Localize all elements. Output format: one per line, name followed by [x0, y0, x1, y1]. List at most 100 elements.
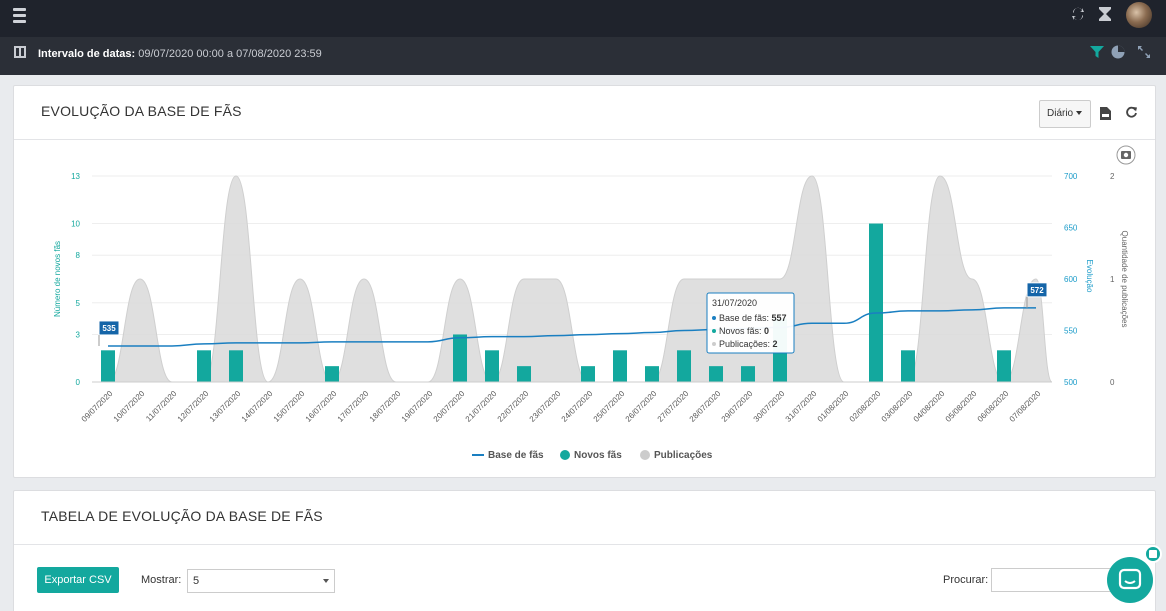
search-label: Procurar: [943, 574, 989, 586]
x-axis-tick: 25/07/2020 [592, 389, 627, 424]
x-axis-tick: 23/07/2020 [528, 389, 563, 424]
new-fans-bar [229, 350, 243, 382]
value-flag [1026, 282, 1048, 298]
new-fans-bar [197, 350, 211, 382]
x-axis-tick: 15/07/2020 [272, 389, 307, 424]
x-axis-tick: 02/08/2020 [848, 389, 883, 424]
layout-icon[interactable] [14, 46, 26, 58]
new-fans-bar [677, 350, 691, 382]
x-axis-tick: 30/07/2020 [752, 389, 787, 424]
x-axis-tick: 04/08/2020 [912, 389, 947, 424]
period-dropdown-button[interactable]: Diário [1039, 100, 1091, 128]
x-axis-tick: 14/07/2020 [240, 389, 275, 424]
refresh-icon[interactable] [1125, 106, 1138, 124]
legend-item-new-fans: Novos fãs [574, 450, 622, 461]
left-axis-tick: 3 [76, 330, 81, 339]
x-axis-tick: 16/07/2020 [304, 389, 339, 424]
chevron-down-icon [323, 579, 329, 583]
x-axis-tick: 09/07/2020 [80, 389, 115, 424]
middle-axis-tick: 550 [1064, 327, 1078, 336]
chat-launcher-button[interactable] [1107, 557, 1153, 603]
left-axis-label: Número de novos fãs [53, 241, 62, 317]
table-panel-title: TABELA DE EVOLUÇÃO DA BASE DE FÃS [41, 508, 323, 524]
hourglass-icon[interactable] [1098, 6, 1112, 28]
middle-axis-tick: 600 [1064, 275, 1078, 284]
sync-icon[interactable] [1070, 6, 1086, 28]
tooltip-dot [712, 329, 716, 333]
x-axis-tick: 12/07/2020 [176, 389, 211, 424]
left-axis-tick: 5 [76, 299, 81, 308]
camera-icon-lens [1123, 152, 1129, 158]
tooltip-box [706, 292, 795, 354]
tooltip-row: Publicações: 2 [719, 339, 778, 349]
table-panel: TABELA DE EVOLUÇÃO DA BASE DE FÃS Export… [13, 490, 1156, 611]
expand-icon[interactable] [1137, 45, 1151, 64]
x-axis-tick: 31/07/2020 [784, 389, 819, 424]
x-axis-tick: 13/07/2020 [208, 389, 243, 424]
x-axis-tick: 06/08/2020 [976, 389, 1011, 424]
legend-area-swatch [640, 450, 650, 460]
x-axis-tick: 11/07/2020 [144, 389, 179, 424]
hamburger-icon[interactable] [13, 8, 26, 24]
show-entries-select[interactable]: 5 [187, 569, 335, 593]
new-fans-bar [901, 350, 915, 382]
left-axis-tick: 10 [71, 220, 80, 229]
tooltip-row: Novos fãs: 0 [719, 326, 769, 336]
new-fans-bar [581, 366, 595, 382]
pdf-file-icon[interactable] [1100, 107, 1111, 125]
filter-icon[interactable] [1090, 45, 1104, 64]
x-axis-tick: 22/07/2020 [496, 389, 531, 424]
chart-panel-title: EVOLUÇÃO DA BASE DE FÃS [41, 103, 242, 119]
x-axis-tick: 27/07/2020 [656, 389, 691, 424]
x-axis-tick: 10/07/2020 [112, 389, 147, 424]
left-axis-tick: 8 [76, 251, 81, 260]
new-fans-bar [741, 366, 755, 382]
right-axis-tick: 1 [1110, 275, 1115, 284]
legend-bar-swatch [560, 450, 570, 460]
middle-axis-tick: 650 [1064, 224, 1078, 233]
middle-axis-tick: 700 [1064, 172, 1078, 181]
x-axis-tick: 05/08/2020 [944, 389, 979, 424]
x-axis-tick: 07/08/2020 [1008, 389, 1043, 424]
new-fans-bar [325, 366, 339, 382]
x-axis-tick: 01/08/2020 [816, 389, 851, 424]
chat-notification-icon[interactable] [1144, 545, 1162, 563]
right-axis-label: Quantidade de publicações [1120, 231, 1129, 328]
tooltip-row: Base de fãs: 557 [719, 313, 787, 323]
new-fans-bar [453, 334, 467, 382]
new-fans-bar [101, 350, 115, 382]
value-flag [98, 320, 120, 336]
x-axis-tick: 26/07/2020 [624, 389, 659, 424]
new-fans-bar [709, 366, 723, 382]
value-flag-label: 572 [1030, 286, 1044, 295]
date-range-value: 09/07/2020 00:00 a 07/08/2020 23:59 [138, 48, 322, 60]
pie-chart-icon[interactable] [1111, 45, 1125, 64]
middle-axis-tick: 500 [1064, 378, 1078, 387]
x-axis-tick: 28/07/2020 [688, 389, 723, 424]
x-axis-tick: 20/07/2020 [432, 389, 467, 424]
chart-panel-divider [14, 139, 1155, 140]
value-flag-label: 535 [102, 324, 116, 333]
date-range: Intervalo de datas: 09/07/2020 00:00 a 0… [38, 48, 322, 60]
new-fans-bar [485, 350, 499, 382]
top-navbar [0, 0, 1166, 37]
x-axis-tick: 03/08/2020 [880, 389, 915, 424]
caret-down-icon [1076, 111, 1083, 116]
tooltip-dot [712, 342, 716, 346]
export-csv-button[interactable]: Exportar CSV [37, 567, 119, 593]
left-axis-tick: 13 [71, 172, 80, 181]
filter-bar [0, 37, 1166, 75]
new-fans-bar [517, 366, 531, 382]
new-fans-bar [645, 366, 659, 382]
show-entries-value: 5 [193, 575, 200, 587]
publications-area [92, 175, 1053, 383]
user-avatar[interactable] [1126, 2, 1152, 28]
chart-panel: EVOLUÇÃO DA BASE DE FÃS Diário 535 572 0 3 5… [13, 85, 1156, 478]
chat-icon [1118, 568, 1142, 590]
search-input[interactable] [991, 568, 1121, 592]
middle-axis-label: Evolução [1085, 260, 1094, 293]
legend-item-publications: Publicações [654, 450, 713, 461]
show-entries-label: Mostrar: [141, 574, 182, 586]
fan-base-line [108, 307, 1036, 347]
